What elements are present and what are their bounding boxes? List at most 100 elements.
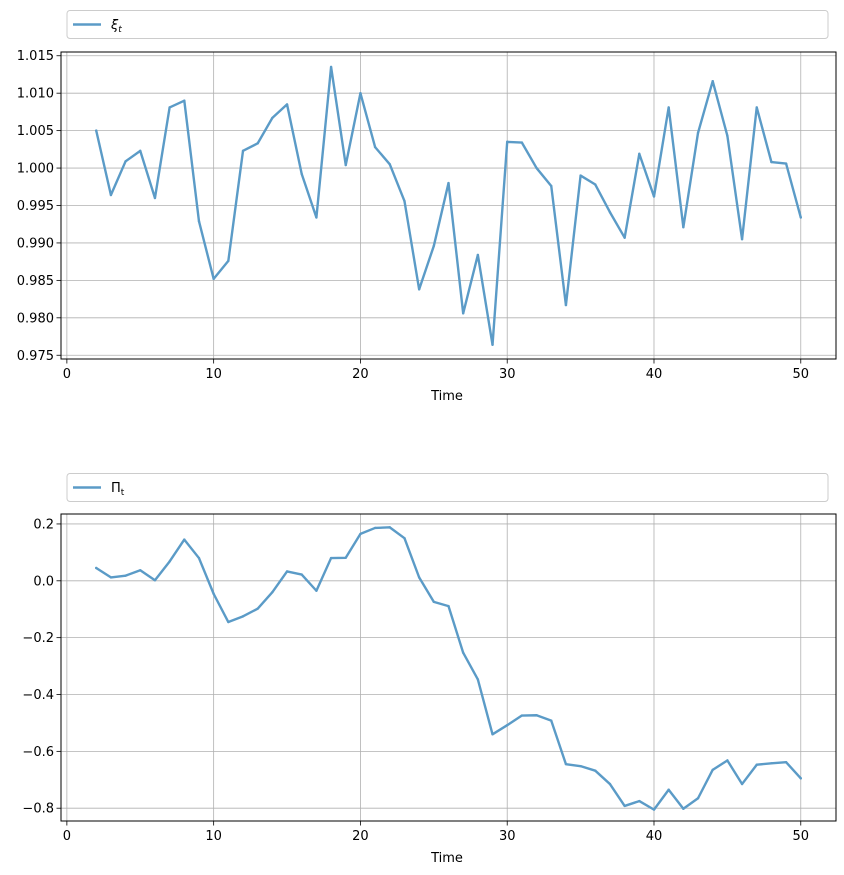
- y-tick-label: 1.005: [17, 124, 54, 139]
- data-point: [784, 760, 788, 764]
- data-point: [124, 574, 127, 577]
- data-point: [256, 142, 259, 145]
- data-point: [740, 782, 744, 786]
- data-point: [667, 788, 670, 791]
- legend-box: [66, 473, 829, 502]
- data-point: [124, 160, 127, 163]
- data-point: [447, 604, 450, 608]
- data-point: [183, 538, 186, 541]
- x-axis-label-xi: Time: [430, 389, 463, 404]
- data-point: [506, 724, 509, 727]
- data-point: [550, 184, 553, 188]
- data-point: [740, 238, 744, 241]
- data-point: [520, 141, 524, 144]
- data-point: [329, 556, 333, 560]
- data-point: [755, 106, 758, 109]
- legend-box: [66, 10, 829, 39]
- data-point: [153, 579, 157, 582]
- x-ticks-xi: 0 10 20 30 40 50: [63, 359, 809, 382]
- x-tick-label: 50: [792, 367, 809, 382]
- y-tick-label: 0.975: [17, 349, 54, 364]
- data-point: [315, 589, 318, 592]
- data-point: [770, 160, 773, 164]
- data-point: [153, 196, 157, 200]
- legend-label-xi: ξt: [110, 18, 122, 35]
- data-point: [652, 195, 656, 198]
- data-point: [329, 65, 333, 69]
- data-point: [212, 592, 215, 596]
- data-point: [271, 590, 274, 594]
- chart-xi: ξt 0 10 20 30 40 50 0.975 0.980 0.985 0.990 0.995…: [17, 10, 837, 404]
- data-point: [168, 106, 171, 109]
- grid-xi: [61, 52, 836, 359]
- data-point: [315, 216, 318, 219]
- data-point: [638, 799, 641, 803]
- x-tick-label: 0: [63, 829, 71, 844]
- y-tick-label: 1.010: [17, 87, 54, 102]
- data-point: [212, 277, 215, 281]
- data-point: [432, 244, 436, 248]
- data-point: [711, 768, 714, 772]
- data-point: [373, 526, 377, 530]
- data-point: [726, 759, 729, 762]
- data-point: [432, 600, 436, 604]
- x-tick-label: 40: [646, 367, 663, 382]
- x-tick-label: 20: [352, 829, 369, 844]
- data-point: [139, 149, 142, 153]
- data-point: [344, 556, 347, 559]
- x-tick-label: 0: [63, 367, 71, 382]
- data-point: [711, 80, 714, 83]
- chart-pi: Πt 0 10 20 30 40 50 −0.8 −0.6 −0.4 −0.2 0.0 0.2 Ti…: [22, 473, 837, 866]
- data-point: [564, 762, 568, 766]
- y-tick-label: 0.990: [17, 236, 54, 251]
- series-xi: [95, 65, 802, 346]
- data-point: [197, 220, 201, 223]
- data-point: [95, 566, 98, 570]
- data-point: [726, 134, 729, 138]
- data-point: [623, 236, 626, 239]
- data-point: [550, 719, 553, 722]
- grid-pi: [61, 514, 836, 821]
- data-point: [285, 103, 289, 106]
- y-tick-label: 0.985: [17, 274, 54, 289]
- y-tick-label: −0.4: [22, 688, 54, 703]
- y-ticks-xi: 0.975 0.980 0.985 0.990 0.995 1.000 1.005 1.010…: [17, 49, 61, 364]
- series-pi: [95, 526, 802, 811]
- data-point: [623, 804, 626, 808]
- x-tick-label: 10: [205, 829, 222, 844]
- legend-pi: Πt: [66, 473, 829, 502]
- data-point: [770, 762, 773, 765]
- x-tick-label: 40: [646, 829, 663, 844]
- data-point: [417, 576, 421, 579]
- data-point: [403, 536, 406, 540]
- y-ticks-pi: −0.8 −0.6 −0.4 −0.2 0.0 0.2: [22, 517, 61, 817]
- x-tick-label: 10: [205, 367, 222, 382]
- data-point: [564, 303, 568, 307]
- data-point: [183, 99, 186, 102]
- data-point: [594, 183, 597, 186]
- y-tick-label: −0.6: [22, 745, 54, 760]
- data-point: [491, 343, 494, 346]
- data-point: [388, 526, 391, 529]
- y-tick-label: −0.8: [22, 802, 54, 817]
- data-point: [696, 797, 700, 800]
- data-point: [403, 199, 406, 203]
- x-ticks-pi: 0 10 20 30 40 50: [63, 821, 809, 844]
- data-point: [241, 615, 245, 618]
- data-point: [506, 140, 509, 144]
- data-point: [168, 560, 171, 563]
- y-tick-label: 0.995: [17, 199, 54, 214]
- x-tick-label: 30: [499, 829, 516, 844]
- data-point: [667, 106, 670, 109]
- x-tick-label: 20: [352, 367, 369, 382]
- data-point: [652, 808, 656, 811]
- data-point: [755, 763, 758, 766]
- data-point: [799, 777, 802, 780]
- data-point: [608, 211, 612, 214]
- data-point: [461, 651, 465, 654]
- y-tick-label: −0.2: [22, 631, 54, 646]
- x-tick-label: 50: [792, 829, 809, 844]
- data-point: [300, 573, 303, 576]
